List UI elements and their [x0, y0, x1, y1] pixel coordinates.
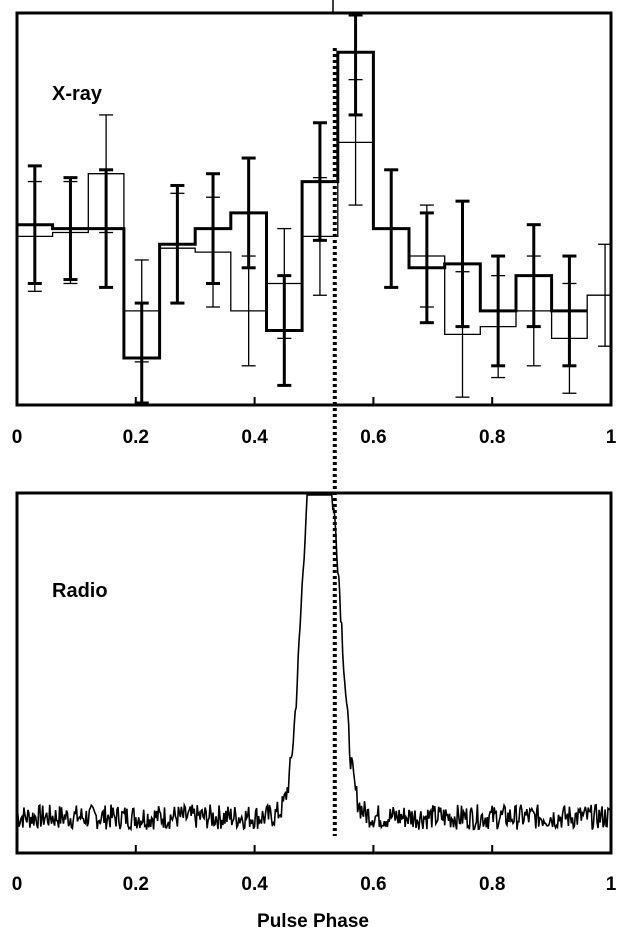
radio-panel-label: Radio	[52, 580, 108, 602]
xray-panel: X-ray 0 0.2 0.4 0.6 0.8 1	[12, 0, 617, 448]
xray-series	[17, 13, 613, 405]
xray-step-series-thick	[17, 50, 588, 360]
radio-plot-frame	[15, 491, 613, 855]
x-tick-label: 0	[12, 427, 23, 448]
x-tick-label: 0.4	[241, 874, 268, 895]
x-tick-label: 0.8	[479, 427, 505, 448]
xray-panel-label: X-ray	[52, 83, 103, 105]
radio-panel: Radio 0 0.2 0.4 0.6 0.8 1 Pulse Phase	[12, 491, 617, 932]
radio-series	[16, 494, 612, 832]
xray-errorbar	[134, 301, 149, 405]
x-tick-label: 1	[606, 874, 617, 895]
xray-plot-frame	[15, 11, 613, 407]
x-tick-label: 0.2	[123, 427, 149, 448]
x-axis-label: Pulse Phase	[257, 911, 369, 932]
radio-x-ticks: 0 0.2 0.4 0.6 0.8 1	[12, 845, 617, 895]
x-tick-label: 0.8	[479, 874, 505, 895]
x-tick-label: 0.2	[123, 874, 149, 895]
xray-x-ticks: 0 0.2 0.4 0.6 0.8 1	[12, 397, 617, 448]
x-tick-label: 0.6	[360, 427, 386, 448]
x-tick-label: 0	[12, 874, 23, 895]
radio-profile-line	[16, 494, 612, 832]
x-tick-label: 0.4	[241, 427, 268, 448]
x-tick-label: 1	[606, 427, 617, 448]
x-tick-label: 0.6	[360, 874, 386, 895]
xray-errorbar	[348, 13, 363, 117]
